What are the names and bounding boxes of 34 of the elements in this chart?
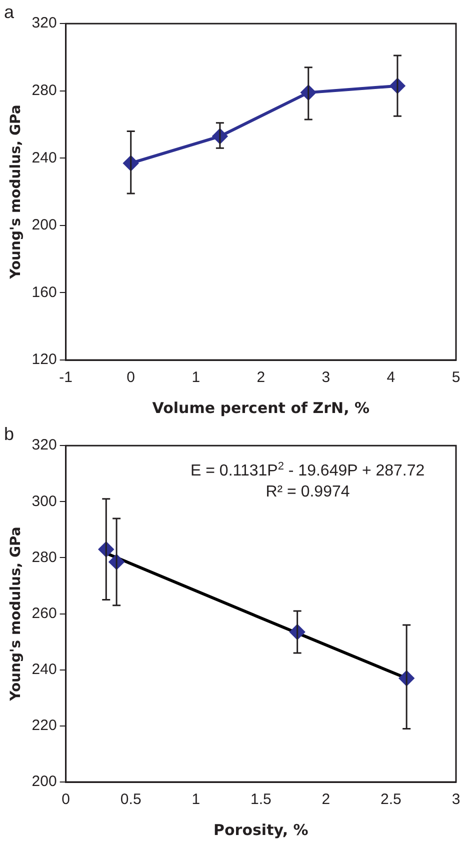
y-tick-label: 320 — [32, 436, 57, 454]
x-axis-title: Volume percent of ZrN, % — [152, 398, 370, 417]
x-tick-label: 1 — [192, 791, 200, 808]
x-tick-label: 3 — [452, 791, 460, 808]
x-tick-label: 0 — [62, 791, 70, 808]
y-tick-label: 120 — [32, 351, 57, 368]
y-axis-title: Young's modulus, GPa — [8, 526, 24, 702]
x-axis-title: Porosity, % — [214, 820, 308, 839]
x-tick-label: 1 — [192, 369, 200, 386]
x-tick-label: 5 — [452, 369, 460, 386]
y-tick-label: 320 — [32, 14, 57, 32]
chart-title: a — [4, 2, 15, 22]
x-tick-label: 0.5 — [120, 791, 142, 808]
y-tick-label: 280 — [32, 82, 57, 100]
y-tick-label: 200 — [32, 773, 57, 790]
y-axis-title: Young's modulus, GPa — [8, 104, 24, 280]
y-tick-label: 260 — [32, 604, 57, 622]
x-tick-label: 2.5 — [380, 791, 402, 808]
x-tick-label: 4 — [386, 369, 396, 386]
x-tick-label: 2 — [322, 791, 330, 808]
y-tick-label: 300 — [32, 492, 57, 510]
chart-title: b — [4, 424, 14, 444]
y-tick-label: 220 — [32, 717, 57, 734]
y-tick-label: 240 — [32, 661, 57, 678]
x-tick-label: 1.5 — [250, 791, 272, 808]
x-tick-label: -1 — [59, 369, 72, 386]
y-tick-label: 280 — [32, 548, 57, 566]
y-tick-label: 200 — [32, 216, 57, 234]
x-tick-label: 3 — [322, 369, 330, 386]
annotation: R² = 0.9974 — [266, 484, 350, 501]
x-tick-label: 2 — [256, 369, 266, 386]
x-tick-label: 0 — [126, 369, 136, 386]
y-tick-label: 160 — [32, 284, 57, 301]
y-tick-label: 240 — [32, 149, 57, 166]
